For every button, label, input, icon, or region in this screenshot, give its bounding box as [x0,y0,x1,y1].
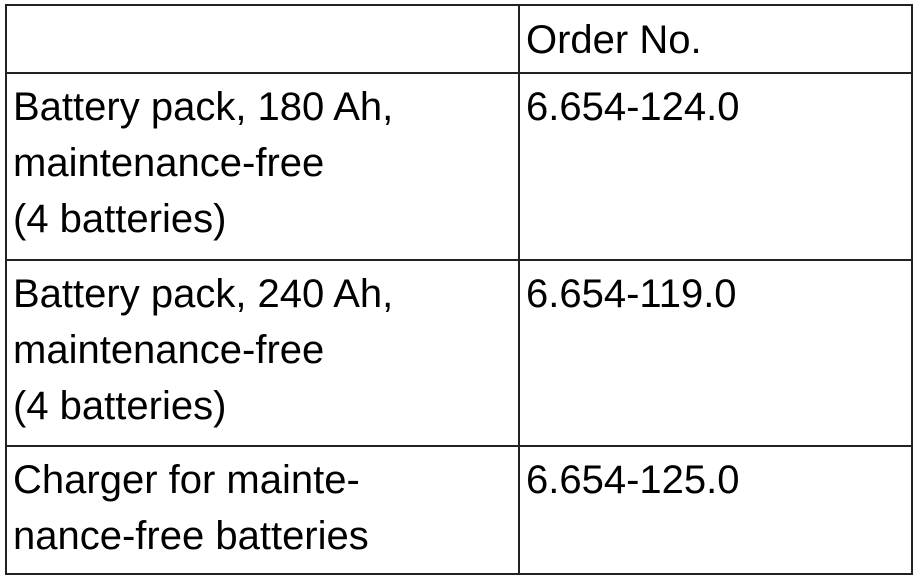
row-divider [7,72,911,74]
row-2-item: Battery pack, 240 Ah, maintenance-free (… [13,272,394,428]
accessories-table: Order No. Battery pack, 180 Ah, maintena… [5,4,913,575]
row-1-item: Battery pack, 180 Ah, maintenance-free (… [13,85,394,241]
row-3-order-no: 6.654-125.0 [526,458,740,502]
row-1-order-no: 6.654-124.0 [526,85,740,129]
header-order-no: Order No. [526,18,702,62]
row-divider [7,259,911,261]
row-divider [7,445,911,447]
row-2-order-no: 6.654-119.0 [526,272,737,316]
row-3-item: Charger for mainte- nance-free batteries [13,458,369,558]
column-divider [518,6,520,573]
